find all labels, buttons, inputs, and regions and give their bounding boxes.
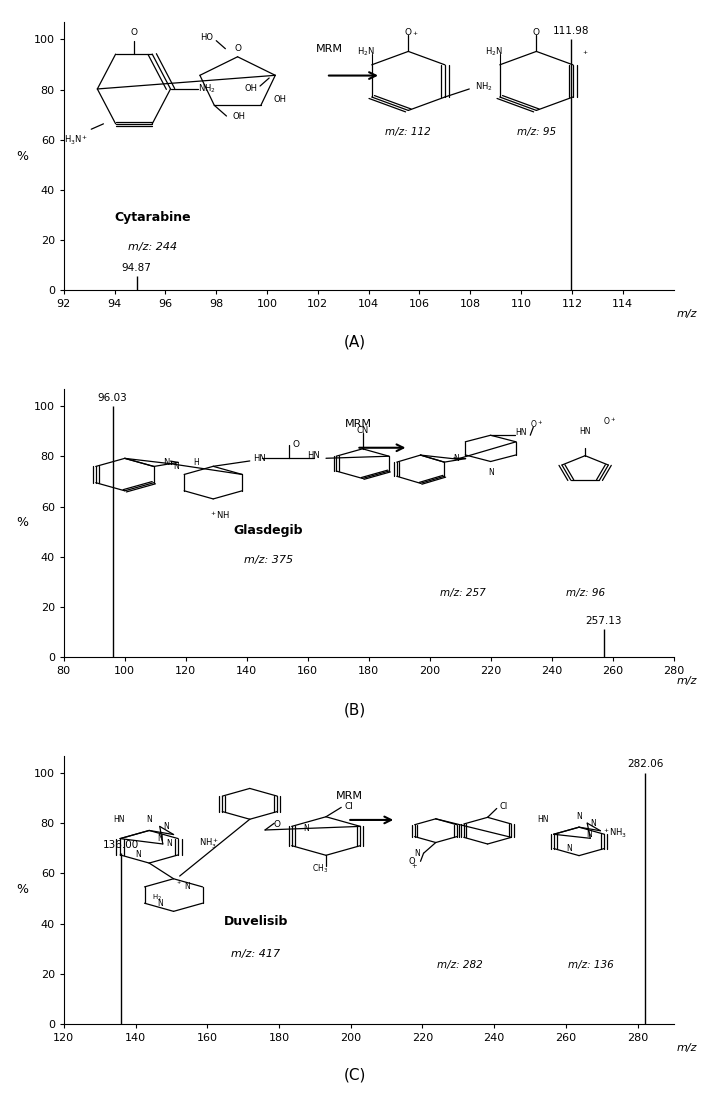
Text: $^+$: $^+$: [581, 49, 589, 59]
Text: MRM: MRM: [335, 791, 363, 800]
Text: O$^+$: O$^+$: [530, 418, 543, 430]
Text: N: N: [166, 840, 172, 849]
Text: NH$_2$: NH$_2$: [198, 83, 216, 95]
Text: O: O: [234, 44, 241, 54]
Text: HO: HO: [201, 34, 213, 43]
Text: $^+$: $^+$: [411, 863, 418, 873]
Text: m/z: 136: m/z: 136: [569, 960, 614, 970]
Text: 111.98: 111.98: [553, 25, 590, 36]
Text: Glasdegib: Glasdegib: [233, 525, 303, 538]
Text: Cl: Cl: [345, 802, 353, 810]
Text: H$_2$N: H$_2$N: [357, 45, 374, 58]
Text: m/z: 244: m/z: 244: [128, 242, 177, 252]
Text: $^+$: $^+$: [411, 31, 418, 39]
Text: CH$_3$: CH$_3$: [312, 863, 328, 875]
Text: N: N: [415, 849, 420, 857]
Text: HN: HN: [113, 816, 125, 825]
Y-axis label: %: %: [17, 150, 28, 162]
Text: OH: OH: [273, 95, 286, 104]
Text: (B): (B): [343, 702, 366, 717]
Text: m/z: 112: m/z: 112: [386, 127, 431, 137]
Text: 94.87: 94.87: [122, 263, 152, 273]
Text: N: N: [163, 822, 169, 831]
Text: N: N: [157, 899, 162, 908]
Text: Duvelisib: Duvelisib: [224, 915, 288, 929]
Y-axis label: %: %: [17, 517, 28, 529]
Text: m/z: 282: m/z: 282: [437, 960, 483, 970]
Text: N: N: [303, 823, 309, 832]
Text: NH$_3^+$: NH$_3^+$: [199, 837, 219, 851]
Text: HN: HN: [537, 815, 549, 823]
Text: O: O: [533, 28, 540, 37]
Text: CN: CN: [357, 426, 369, 435]
Text: N: N: [488, 468, 493, 476]
Text: 136.00: 136.00: [103, 840, 140, 850]
Text: H$_2$N: H$_2$N: [485, 45, 503, 58]
Text: (A): (A): [343, 334, 366, 349]
Text: m/z: 417: m/z: 417: [231, 949, 281, 959]
Text: MRM: MRM: [316, 44, 342, 54]
Text: O: O: [130, 28, 138, 37]
Text: H$_2$: H$_2$: [152, 892, 162, 903]
Text: N: N: [174, 462, 179, 471]
Text: m/z: m/z: [676, 309, 697, 319]
Text: N: N: [576, 811, 582, 821]
Text: HN: HN: [579, 427, 591, 436]
Text: H$_3$N$^+$: H$_3$N$^+$: [64, 134, 88, 147]
Text: N: N: [146, 816, 152, 825]
Text: OH: OH: [245, 84, 257, 93]
Text: N: N: [454, 454, 459, 463]
Text: O$^+$: O$^+$: [603, 415, 616, 427]
Text: N: N: [184, 883, 190, 891]
Text: Cytarabine: Cytarabine: [114, 211, 191, 224]
Y-axis label: %: %: [17, 884, 28, 896]
Text: H: H: [194, 458, 199, 466]
Text: (C): (C): [343, 1068, 366, 1083]
Text: O: O: [408, 856, 415, 866]
Text: N: N: [163, 458, 169, 466]
Text: m/z: 96: m/z: 96: [566, 588, 605, 598]
Text: m/z: 257: m/z: 257: [440, 588, 486, 598]
Text: Cl: Cl: [500, 803, 508, 811]
Text: HN: HN: [515, 428, 527, 437]
Text: N: N: [135, 851, 141, 860]
Text: 257.13: 257.13: [586, 615, 622, 625]
Text: N: N: [157, 834, 163, 843]
Text: N: N: [566, 844, 572, 853]
Text: 96.03: 96.03: [98, 392, 128, 403]
Text: N: N: [586, 830, 592, 839]
Text: NH$_2$: NH$_2$: [476, 80, 493, 93]
Text: MRM: MRM: [345, 418, 372, 428]
Text: HN: HN: [253, 453, 266, 463]
Text: OH: OH: [233, 112, 245, 120]
Text: m/z: m/z: [676, 676, 697, 685]
Text: m/z: m/z: [676, 1042, 697, 1052]
Text: m/z: 95: m/z: 95: [517, 127, 556, 137]
Text: O: O: [405, 28, 412, 37]
Text: $^+$NH: $^+$NH: [208, 509, 230, 520]
Text: O: O: [274, 820, 281, 829]
Text: 282.06: 282.06: [627, 759, 663, 770]
Text: m/z: 375: m/z: 375: [243, 555, 293, 565]
Text: N: N: [591, 819, 596, 828]
Text: O: O: [292, 440, 299, 449]
Text: $^+$: $^+$: [175, 881, 182, 887]
Text: $^+$NH$_3$: $^+$NH$_3$: [603, 827, 627, 840]
Text: HN: HN: [308, 451, 320, 460]
